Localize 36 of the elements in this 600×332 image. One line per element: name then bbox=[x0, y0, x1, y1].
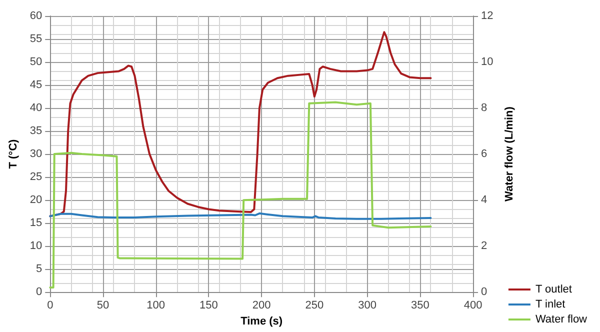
y-tick-label: 0 bbox=[36, 286, 42, 298]
y-tick-label: 20 bbox=[30, 194, 42, 206]
y2-tick-label: 10 bbox=[481, 56, 494, 68]
x-tick-label: 100 bbox=[146, 300, 166, 312]
x-tick-label: 0 bbox=[47, 300, 54, 312]
x-tick-label: 350 bbox=[410, 300, 430, 312]
y-tick-label: 15 bbox=[30, 217, 42, 230]
y2-tick-label: 4 bbox=[481, 194, 488, 206]
y2-tick-label: 2 bbox=[481, 240, 488, 252]
y-tick-label: 30 bbox=[30, 148, 42, 160]
y2-tick-label: 0 bbox=[481, 286, 488, 298]
y-tick-label: 10 bbox=[30, 240, 42, 252]
x-tick-label: 200 bbox=[252, 300, 271, 312]
y-tick-label: 50 bbox=[30, 56, 42, 68]
x-axis-title: Time (s) bbox=[240, 316, 283, 328]
y-tick-label: 35 bbox=[30, 125, 42, 138]
y-tick-label: 45 bbox=[30, 79, 42, 92]
y-tick-label: 40 bbox=[30, 102, 42, 114]
x-tick-label: 400 bbox=[464, 300, 482, 312]
x-tick-label: 300 bbox=[358, 300, 376, 312]
line-series bbox=[49, 101, 432, 288]
y2-axis-title: Water flow (L/min) bbox=[504, 106, 516, 202]
y-tick-label: 25 bbox=[30, 171, 42, 184]
legend-label: Water flow bbox=[535, 314, 588, 326]
x-tick-label: 250 bbox=[305, 300, 324, 312]
legend-label: T outlet bbox=[535, 284, 572, 296]
y2-tick-label: 8 bbox=[481, 102, 488, 114]
y-tick-label: 55 bbox=[30, 33, 42, 46]
y-tick-label: 5 bbox=[36, 263, 42, 276]
y-tick-label: 60 bbox=[30, 10, 42, 22]
y-axis-title: T (°C) bbox=[8, 138, 20, 169]
y2-tick-label: 6 bbox=[481, 148, 488, 160]
x-tick-label: 50 bbox=[96, 300, 110, 312]
y2-tick-label: 12 bbox=[481, 10, 494, 22]
legend-label: T inlet bbox=[535, 298, 566, 310]
x-tick-label: 150 bbox=[200, 300, 218, 312]
